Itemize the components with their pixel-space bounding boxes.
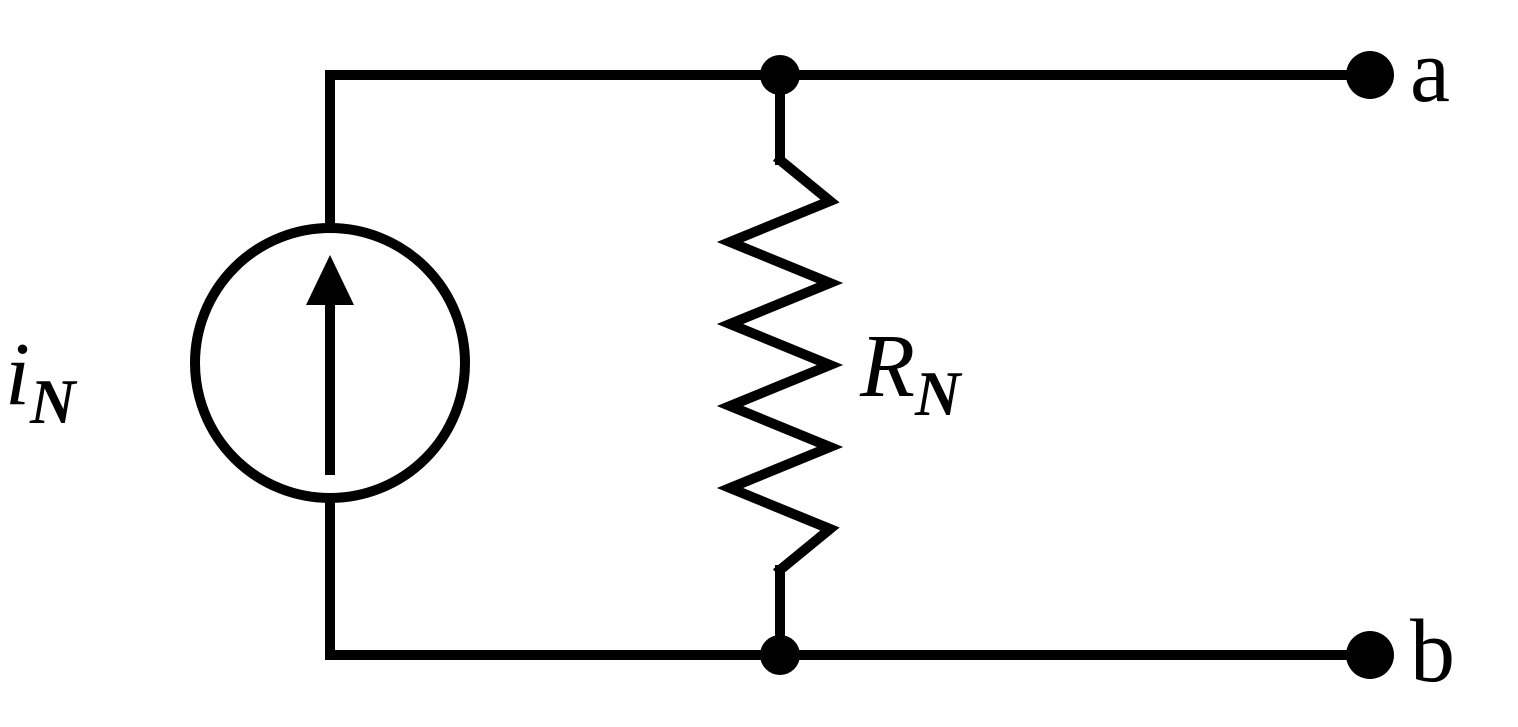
circuit-svg — [0, 0, 1518, 727]
current-source-subscript: N — [30, 367, 76, 437]
terminal-a-text: a — [1410, 22, 1450, 121]
resistor-subscript: N — [915, 359, 961, 429]
terminal-a-label: a — [1410, 20, 1450, 123]
resistor-label: RN — [860, 315, 960, 431]
resistor-symbol: R — [860, 317, 915, 416]
current-source-symbol: i — [5, 325, 30, 424]
current-source-label: iN — [5, 323, 76, 439]
terminal-b-label: b — [1410, 600, 1455, 703]
circuit-diagram: iN RN a b — [0, 0, 1518, 727]
terminal-b-text: b — [1410, 602, 1455, 701]
